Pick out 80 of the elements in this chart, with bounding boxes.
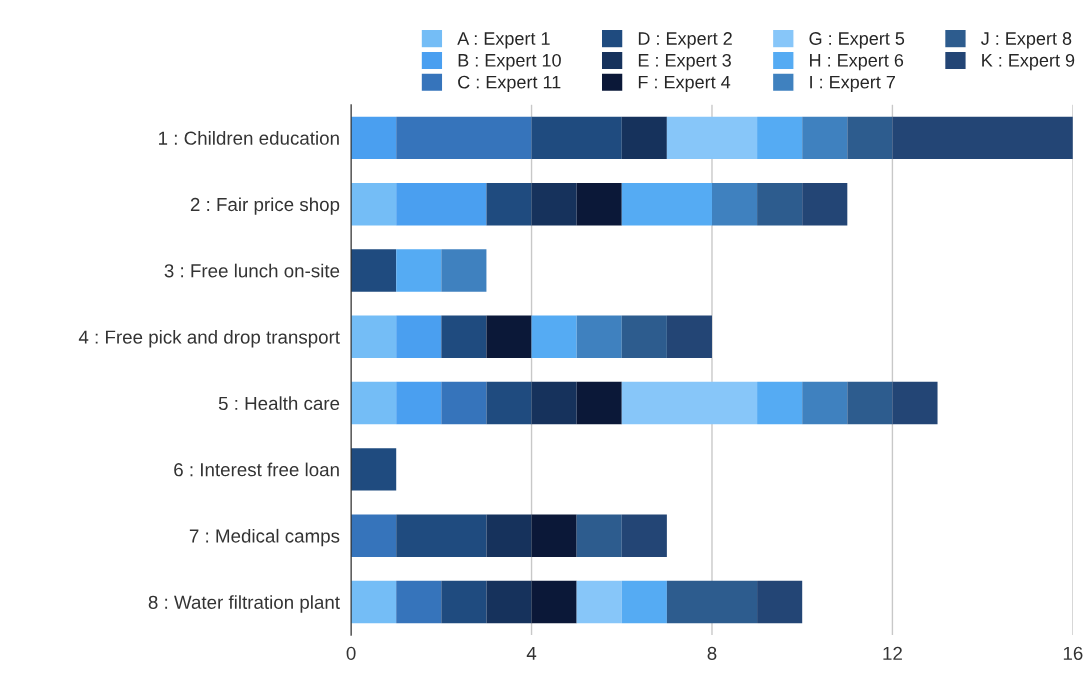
x-tick-label: 12 — [883, 646, 902, 660]
bar — [351, 315, 397, 358]
bar — [396, 116, 532, 160]
bar — [621, 381, 758, 425]
bar — [892, 381, 938, 425]
legend-label: I : Expert 7 — [810, 75, 895, 93]
bar — [531, 116, 622, 160]
x-tick-label: 4 — [526, 646, 537, 660]
bar — [892, 116, 1073, 160]
bar — [396, 249, 442, 292]
bar — [666, 116, 758, 160]
bar — [531, 514, 577, 557]
bar — [531, 182, 577, 226]
bar — [757, 116, 803, 160]
bar — [396, 580, 442, 624]
bar — [621, 580, 667, 624]
y-tick-label: 3 : Free lunch on-site — [164, 263, 340, 278]
y-tick-label: 2 : Fair price shop — [190, 197, 340, 215]
y-tick-label: 6 : Interest free loan — [174, 462, 339, 477]
y-tick-label: 4 : Free pick and drop transport — [78, 329, 340, 348]
x-tick-label: 8 — [707, 646, 717, 660]
bar — [531, 580, 577, 624]
bar — [531, 381, 577, 425]
bar — [802, 182, 848, 226]
bar — [351, 249, 397, 292]
bar — [802, 116, 848, 160]
legend-label: D : Expert 2 — [638, 32, 732, 49]
bar — [441, 315, 487, 358]
bar — [621, 116, 667, 160]
bar — [351, 381, 397, 425]
legend-label: A : Expert 1 — [457, 32, 550, 49]
bar — [666, 315, 712, 358]
bar — [621, 182, 712, 226]
bar — [847, 116, 893, 160]
bar — [441, 249, 487, 292]
bar — [757, 580, 803, 624]
bar — [621, 315, 667, 358]
x-tick-label: 16 — [1063, 646, 1083, 660]
legend-label: H : Expert 6 — [810, 53, 904, 71]
bar — [396, 381, 442, 425]
bar — [396, 514, 487, 557]
bar — [351, 116, 397, 160]
y-tick-label: 8 : Water filtration plant — [148, 595, 340, 613]
x-tick-label: 0 — [346, 646, 356, 660]
y-tick-label: 7 : Medical camps — [189, 528, 340, 547]
bar — [802, 381, 848, 425]
legend-label: K : Expert 9 — [982, 53, 1075, 71]
bar — [351, 514, 397, 557]
bar — [757, 182, 803, 226]
legend-label: C : Expert 11 — [458, 75, 561, 93]
bar — [351, 448, 397, 491]
legend-label: G : Expert 5 — [809, 32, 905, 49]
bar — [351, 182, 397, 226]
bar — [441, 580, 487, 624]
bar — [396, 182, 487, 226]
bar — [486, 381, 532, 425]
y-tick-label: 5 : Health care — [218, 396, 340, 411]
bar — [576, 381, 622, 425]
bar — [441, 381, 487, 425]
bar — [576, 182, 622, 226]
bar — [486, 315, 532, 358]
bar — [621, 514, 667, 557]
bar — [576, 580, 622, 624]
bar — [396, 315, 442, 358]
bar — [486, 514, 532, 557]
legend-label: J : Expert 8 — [981, 32, 1072, 49]
y-tick-label: 1 : Children education — [159, 131, 339, 145]
bar — [757, 381, 803, 425]
bar — [666, 580, 758, 624]
bar — [576, 315, 622, 358]
bar — [847, 381, 893, 425]
bar — [711, 182, 758, 226]
bar — [486, 182, 532, 226]
legend-label: F : Expert 4 — [638, 75, 731, 93]
bar — [531, 315, 577, 358]
bar — [576, 514, 622, 557]
bar — [351, 580, 397, 624]
legend-label: E : Expert 3 — [638, 53, 731, 71]
bar — [486, 580, 532, 624]
legend-label: B : Expert 10 — [458, 53, 561, 71]
